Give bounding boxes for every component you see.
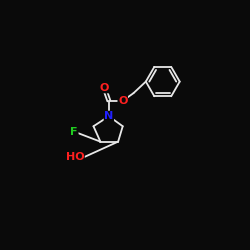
Text: O: O: [100, 83, 109, 93]
Text: F: F: [70, 127, 78, 137]
Text: HO: HO: [66, 152, 84, 162]
Text: O: O: [118, 96, 128, 106]
Text: N: N: [104, 111, 114, 121]
